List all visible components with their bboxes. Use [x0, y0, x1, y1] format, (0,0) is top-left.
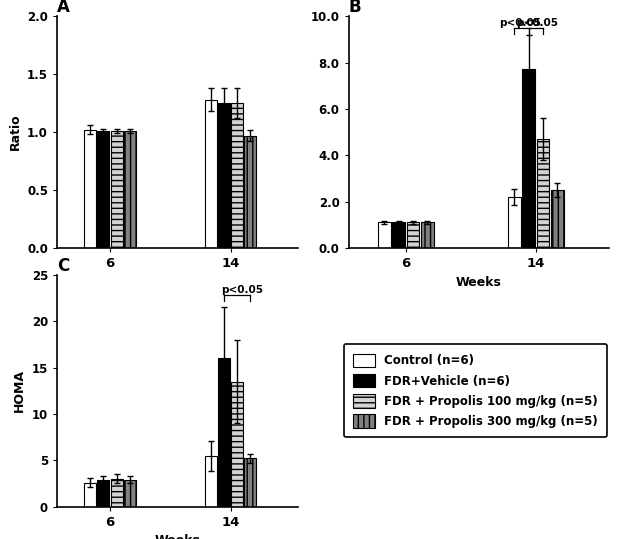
Bar: [124, 131, 136, 248]
Legend: Control (n=6), FDR+Vehicle (n=6), FDR + Propolis 100 mg/kg (n=5), FDR + Propolis: Control (n=6), FDR+Vehicle (n=6), FDR + …: [344, 344, 607, 438]
Text: p<0.05: p<0.05: [499, 18, 541, 27]
Y-axis label: HOMA: HOMA: [13, 369, 26, 412]
Text: A: A: [57, 0, 70, 16]
Bar: [392, 223, 405, 248]
Bar: [205, 100, 217, 248]
X-axis label: Weeks: Weeks: [155, 275, 200, 288]
Bar: [551, 190, 564, 248]
Bar: [231, 103, 243, 248]
Bar: [218, 358, 230, 507]
Bar: [231, 382, 243, 507]
Bar: [124, 480, 136, 507]
Y-axis label: Ratio: Ratio: [8, 114, 22, 150]
Bar: [111, 131, 122, 248]
Bar: [245, 459, 256, 507]
X-axis label: Weeks: Weeks: [155, 534, 200, 539]
X-axis label: Weeks: Weeks: [456, 275, 501, 288]
Bar: [111, 479, 122, 507]
Bar: [84, 482, 96, 507]
Bar: [536, 139, 550, 248]
Bar: [98, 480, 110, 507]
Bar: [378, 223, 391, 248]
Text: C: C: [57, 257, 69, 275]
Text: p<0.05: p<0.05: [221, 285, 263, 295]
Bar: [508, 197, 521, 248]
Text: p<0.05: p<0.05: [516, 18, 558, 27]
Bar: [98, 131, 110, 248]
Text: B: B: [349, 0, 361, 16]
Bar: [245, 135, 256, 248]
Bar: [205, 455, 217, 507]
Bar: [218, 103, 230, 248]
Bar: [522, 70, 535, 248]
Bar: [421, 223, 434, 248]
Bar: [406, 223, 420, 248]
Bar: [84, 130, 96, 248]
